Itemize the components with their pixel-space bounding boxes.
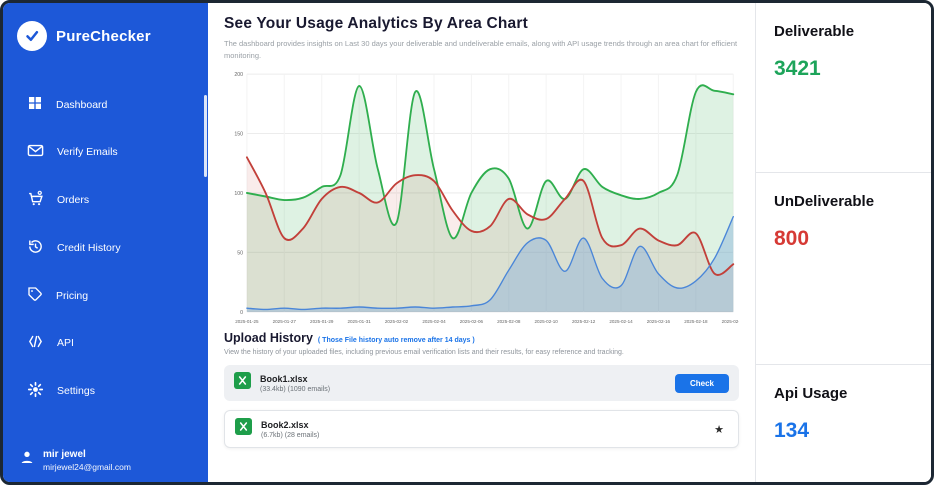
sidebar-item-label: Orders xyxy=(57,194,90,206)
sidebar-item-label: Dashboard xyxy=(56,98,108,111)
settings-icon xyxy=(27,381,44,401)
user-email: mirjewel24@gmail.com xyxy=(43,462,131,472)
stat-value: 134 xyxy=(774,419,810,442)
purechecker-logo-icon xyxy=(17,21,47,51)
page-subtitle: The dashboard provides insights on Last … xyxy=(224,39,738,60)
svg-text:2025-02-20: 2025-02-20 xyxy=(722,319,739,325)
sidebar-item-verify-emails[interactable]: Verify Emails xyxy=(3,128,208,176)
svg-text:2025-02-16: 2025-02-16 xyxy=(647,319,671,325)
usage-area-chart: 0 50 100 150 200 2025-01-25 2025-01-27 2025-01-… xyxy=(234,72,739,325)
check-button[interactable]: Check xyxy=(674,373,729,393)
stat-undeliverable: UnDeliverable 800 xyxy=(756,173,931,365)
svg-text:2025-02-02: 2025-02-02 xyxy=(385,319,409,325)
file-meta: (33.4kb) (1090 emails) xyxy=(260,385,331,393)
dashboard-icon xyxy=(27,95,43,114)
svg-text:2025-02-18: 2025-02-18 xyxy=(684,319,708,325)
stat-api-usage: Api Usage 134 xyxy=(756,365,931,482)
upload-history-header: Upload History ( Those File history auto… xyxy=(224,331,739,345)
stats-panel: Deliverable 3421 UnDeliverable 800 Api U… xyxy=(755,3,931,482)
svg-text:150: 150 xyxy=(234,132,243,138)
svg-text:2025-01-27: 2025-01-27 xyxy=(273,319,297,325)
credit-history-icon xyxy=(27,238,44,258)
user-name: mir jewel xyxy=(43,449,86,460)
sidebar-item-label: API xyxy=(57,337,74,349)
file-name: Book2.xlsx xyxy=(261,419,309,430)
stat-label: Api Usage xyxy=(774,385,848,402)
sidebar-menu: Dashboard Verify Emails Orders Credit Hi… xyxy=(3,81,208,415)
star-icon[interactable]: ★ xyxy=(714,423,724,436)
user-profile[interactable]: mir jewel mirjewel24@gmail.com xyxy=(19,449,131,472)
sidebar: PureChecker Dashboard Verify Emails Orde… xyxy=(3,3,208,482)
brand-name: PureChecker xyxy=(56,27,151,45)
page-title: See Your Usage Analytics By Area Chart xyxy=(224,15,528,32)
upload-history-title: Upload History xyxy=(224,331,313,346)
file-meta: (6.7kb) (28 emails) xyxy=(261,431,320,439)
sidebar-scrollbar-thumb[interactable] xyxy=(204,95,207,177)
sidebar-item-label: Verify Emails xyxy=(57,146,118,158)
upload-history-description: View the history of your uploaded files,… xyxy=(224,349,624,357)
sidebar-item-api[interactable]: API xyxy=(3,319,208,367)
svg-text:2025-01-31: 2025-01-31 xyxy=(347,319,371,325)
verify-emails-icon xyxy=(27,142,44,162)
sidebar-item-label: Pricing xyxy=(56,289,89,302)
svg-text:2025-02-08: 2025-02-08 xyxy=(497,319,521,325)
upload-history-note: ( Those File history auto remove after 1… xyxy=(317,337,475,345)
sidebar-item-orders[interactable]: Orders xyxy=(3,176,208,224)
chart-area: 0 50 100 150 200 2025-01-25 2025-01-27 2025-01-… xyxy=(224,66,739,328)
svg-text:2025-01-25: 2025-01-25 xyxy=(235,319,259,325)
stat-label: Deliverable xyxy=(774,23,855,40)
excel-file-icon xyxy=(235,418,252,440)
stat-value: 3421 xyxy=(774,57,821,80)
user-icon xyxy=(19,449,35,470)
svg-text:2025-02-14: 2025-02-14 xyxy=(609,319,633,325)
sidebar-item-dashboard[interactable]: Dashboard xyxy=(3,81,208,128)
stat-label: UnDeliverable xyxy=(774,193,875,210)
file-row[interactable]: Book2.xlsx (6.7kb) (28 emails) ★ xyxy=(224,410,739,449)
sidebar-item-label: Settings xyxy=(57,385,95,397)
sidebar-item-credit-history[interactable]: Credit History xyxy=(3,224,208,272)
brand[interactable]: PureChecker xyxy=(3,17,208,51)
api-icon xyxy=(27,333,44,353)
svg-text:2025-02-12: 2025-02-12 xyxy=(572,319,596,325)
sidebar-item-label: Credit History xyxy=(57,242,121,254)
svg-text:0: 0 xyxy=(240,310,243,316)
sidebar-item-pricing[interactable]: Pricing xyxy=(3,272,208,319)
pricing-icon xyxy=(27,286,43,305)
svg-text:2025-02-06: 2025-02-06 xyxy=(460,319,484,325)
excel-file-icon xyxy=(234,372,251,394)
svg-text:200: 200 xyxy=(234,72,243,78)
file-name: Book1.xlsx xyxy=(260,373,308,384)
orders-icon xyxy=(27,190,44,210)
sidebar-item-settings[interactable]: Settings xyxy=(3,367,208,415)
svg-text:50: 50 xyxy=(237,251,243,257)
file-row[interactable]: Book1.xlsx (33.4kb) (1090 emails) Check xyxy=(224,365,739,402)
svg-text:2025-02-10: 2025-02-10 xyxy=(534,319,558,325)
svg-text:2025-01-29: 2025-01-29 xyxy=(310,319,334,325)
svg-text:2025-02-04: 2025-02-04 xyxy=(422,319,446,325)
svg-text:100: 100 xyxy=(234,191,243,197)
stat-value: 800 xyxy=(774,227,810,250)
stat-deliverable: Deliverable 3421 xyxy=(756,3,931,173)
main-content: See Your Usage Analytics By Area Chart T… xyxy=(208,3,755,482)
